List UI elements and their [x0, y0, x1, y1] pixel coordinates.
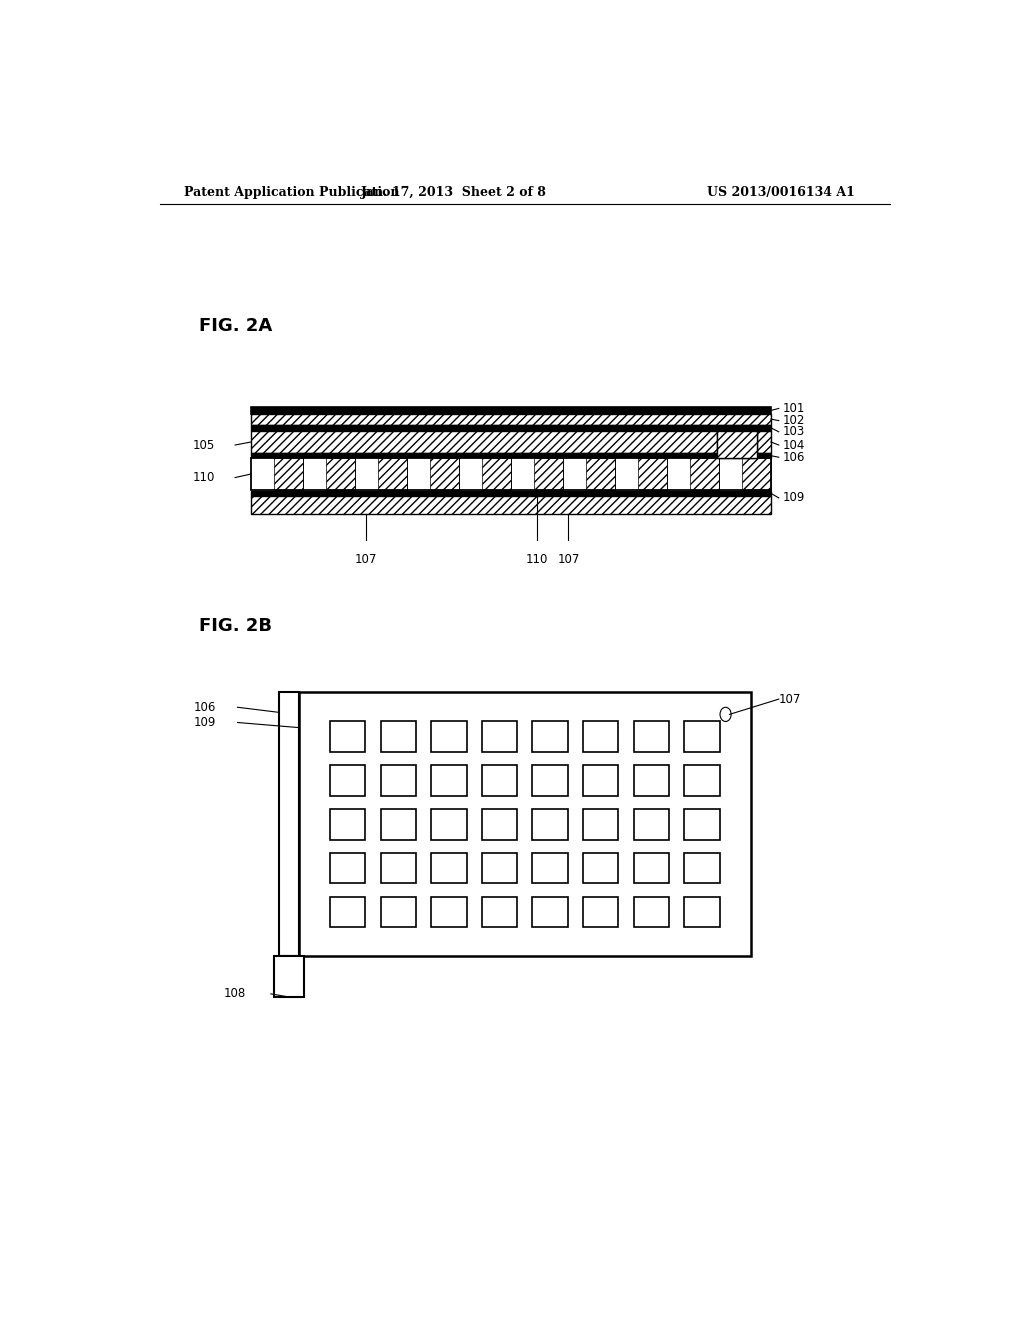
Bar — [634, 853, 669, 883]
Text: 105: 105 — [194, 438, 215, 451]
Text: 106: 106 — [194, 701, 216, 714]
Bar — [532, 896, 567, 928]
Bar — [583, 809, 618, 840]
Bar — [690, 458, 719, 490]
Bar — [614, 458, 638, 490]
Bar — [355, 458, 378, 490]
Bar — [251, 496, 771, 515]
Bar — [330, 764, 366, 796]
Bar — [742, 458, 771, 490]
Bar — [634, 721, 669, 751]
Bar — [251, 458, 771, 490]
Bar — [717, 430, 757, 458]
Text: 106: 106 — [782, 450, 805, 463]
Text: US 2013/0016134 A1: US 2013/0016134 A1 — [708, 186, 855, 199]
Bar — [327, 458, 355, 490]
Bar — [431, 809, 467, 840]
Bar — [717, 430, 757, 458]
Bar — [251, 453, 771, 458]
Text: 107: 107 — [778, 693, 801, 706]
Bar — [511, 458, 535, 490]
Bar — [251, 408, 771, 413]
Bar — [381, 721, 416, 751]
Bar — [274, 458, 303, 490]
Text: 108: 108 — [223, 987, 246, 1001]
Bar — [251, 458, 274, 490]
Text: 103: 103 — [782, 425, 805, 438]
Text: 104: 104 — [782, 438, 805, 451]
Bar — [482, 458, 511, 490]
Bar — [279, 692, 299, 956]
Bar — [482, 896, 517, 928]
Bar — [303, 458, 327, 490]
Bar — [583, 853, 618, 883]
Bar — [431, 853, 467, 883]
Bar — [532, 809, 567, 840]
Bar — [482, 721, 517, 751]
Text: 109: 109 — [194, 715, 216, 729]
Bar — [583, 896, 618, 928]
Bar — [684, 809, 720, 840]
Text: 101: 101 — [782, 401, 805, 414]
Text: 107: 107 — [557, 553, 580, 566]
Bar — [251, 430, 771, 453]
Bar — [251, 491, 771, 496]
Bar — [563, 458, 587, 490]
Bar — [251, 458, 771, 490]
Bar — [378, 458, 407, 490]
Bar — [482, 764, 517, 796]
Bar — [684, 853, 720, 883]
Bar — [330, 809, 366, 840]
Text: 109: 109 — [782, 491, 805, 504]
Bar — [535, 458, 563, 490]
Bar — [431, 721, 467, 751]
Bar — [407, 458, 430, 490]
Bar — [381, 764, 416, 796]
Bar — [634, 809, 669, 840]
Bar — [587, 458, 614, 490]
Bar — [684, 764, 720, 796]
Bar — [532, 721, 567, 751]
Bar — [431, 896, 467, 928]
Bar — [667, 458, 690, 490]
Bar — [459, 458, 482, 490]
Bar — [381, 896, 416, 928]
Bar — [299, 692, 751, 956]
Bar — [330, 896, 366, 928]
Bar — [684, 896, 720, 928]
Bar — [482, 809, 517, 840]
Bar — [251, 413, 771, 425]
Bar — [330, 721, 366, 751]
Bar — [583, 721, 618, 751]
Text: Jan. 17, 2013  Sheet 2 of 8: Jan. 17, 2013 Sheet 2 of 8 — [360, 186, 547, 199]
Bar — [684, 721, 720, 751]
Text: 110: 110 — [194, 471, 215, 484]
Text: FIG. 2B: FIG. 2B — [200, 616, 272, 635]
Text: 110: 110 — [525, 553, 548, 566]
Text: FIG. 2A: FIG. 2A — [200, 317, 272, 335]
Bar — [381, 809, 416, 840]
Bar — [634, 764, 669, 796]
Text: Patent Application Publication: Patent Application Publication — [183, 186, 399, 199]
Bar — [634, 896, 669, 928]
Bar — [273, 956, 304, 997]
Text: 107: 107 — [355, 553, 377, 566]
Bar — [482, 853, 517, 883]
Bar — [532, 764, 567, 796]
Bar — [330, 853, 366, 883]
Bar — [638, 458, 667, 490]
Bar — [381, 853, 416, 883]
Bar — [431, 764, 467, 796]
Text: 102: 102 — [782, 414, 805, 428]
Bar — [532, 853, 567, 883]
Bar — [430, 458, 459, 490]
Bar — [251, 425, 771, 430]
Bar — [719, 458, 742, 490]
Bar — [583, 764, 618, 796]
